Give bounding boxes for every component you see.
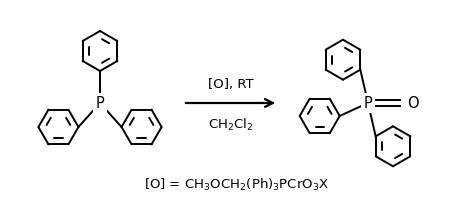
Text: [O] = CH$_3$OCH$_2$(Ph)$_3$PCrO$_3$X: [O] = CH$_3$OCH$_2$(Ph)$_3$PCrO$_3$X [145,176,329,192]
Text: P: P [96,96,104,111]
Text: O: O [407,96,419,111]
Text: [O], RT: [O], RT [208,78,253,91]
Text: P: P [364,96,373,111]
Text: CH$_2$Cl$_2$: CH$_2$Cl$_2$ [208,116,253,132]
